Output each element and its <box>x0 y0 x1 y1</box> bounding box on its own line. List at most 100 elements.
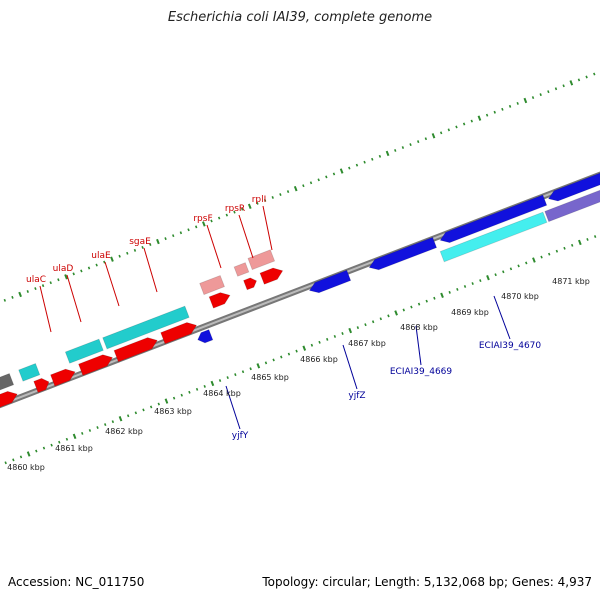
inner-tick <box>433 296 436 300</box>
inner-tick <box>440 292 444 298</box>
outer-tick <box>355 163 359 167</box>
outer-tick <box>508 104 512 108</box>
backbone-line <box>0 171 600 409</box>
gene-label-rplI: rplI <box>252 195 267 205</box>
inner-tick <box>50 443 53 447</box>
outer-tick-row <box>3 72 596 302</box>
outer-tick <box>417 140 420 144</box>
outer-tick <box>263 198 267 202</box>
gene-blue-yjfY <box>197 329 214 344</box>
scale-labels: 4860 kbp 4861 kbp 4862 kbp 4863 kbp 4864 kbp… <box>7 277 590 472</box>
outer-tick <box>41 284 45 288</box>
outer-tick <box>325 175 328 179</box>
outer-tick <box>577 78 581 82</box>
outer-tick <box>317 178 320 182</box>
gene-purple-1 <box>544 189 600 223</box>
outer-tick <box>34 287 37 291</box>
gene-pink-rpsR <box>233 262 250 277</box>
inner-tick <box>210 380 215 387</box>
inner-tick <box>26 451 31 457</box>
inner-tick <box>218 379 222 382</box>
outer-tick <box>126 251 129 255</box>
gene-red-rpsR <box>243 277 258 291</box>
outer-tick <box>156 238 160 245</box>
inner-tick <box>126 414 130 418</box>
outer-tick <box>409 143 412 147</box>
outer-tick <box>233 210 236 214</box>
inner-tick <box>532 257 536 263</box>
outer-tick <box>339 168 344 174</box>
leader-ulaD <box>66 274 82 323</box>
outer-tick <box>470 119 473 123</box>
inner-tick <box>172 396 176 400</box>
inner-tick <box>287 352 291 356</box>
outer-tick <box>3 298 7 302</box>
outer-tick <box>202 221 206 227</box>
outer-tick <box>424 137 428 141</box>
gene-gray-1 <box>0 373 15 391</box>
gene-label-yjfZ: yjfZ <box>348 391 365 401</box>
outer-tick <box>439 131 443 135</box>
outer-tick <box>279 193 282 196</box>
gene-red-5 <box>113 337 158 363</box>
inner-tick <box>494 273 497 277</box>
inner-tick <box>241 370 245 374</box>
gene-label-ulaD: ulaD <box>53 264 74 274</box>
leader-rpsR <box>238 214 254 259</box>
inner-tick <box>142 408 145 412</box>
inner-tick <box>333 334 337 338</box>
outer-tick <box>523 97 528 104</box>
gene-blue-4669 <box>368 236 438 271</box>
outer-tick <box>477 115 482 121</box>
gene-label-rpsR: rpsR <box>225 204 245 214</box>
gene-cyan-sga <box>102 305 190 350</box>
scale-label: 4870 kbp <box>501 292 539 301</box>
outer-tick <box>371 157 374 161</box>
gene-label-ulaE: ulaE <box>91 251 111 261</box>
inner-tick <box>570 243 574 247</box>
scale-label: 4861 kbp <box>55 444 93 453</box>
outer-tick <box>210 219 213 223</box>
scale-label: 4864 kbp <box>203 389 241 398</box>
outer-tick <box>217 216 221 220</box>
outer-tick <box>110 256 114 262</box>
inner-tick <box>88 429 92 432</box>
gene-labels: ulaC ulaD ulaE sgaE rpsF rpsR rplI yjfY yjfZ ECIA… <box>26 195 541 441</box>
scale-label: 4869 kbp <box>451 308 489 317</box>
outer-tick <box>447 128 451 132</box>
gene-cyan-2 <box>64 338 104 364</box>
gene-label-ECIAI39_4669: ECIAI39_4669 <box>390 367 453 377</box>
gene-red-rpsF <box>208 292 231 309</box>
scale-label: 4865 kbp <box>251 373 289 382</box>
inner-tick <box>195 387 199 391</box>
leader-rpsF <box>206 224 222 269</box>
inner-tick <box>417 302 421 306</box>
outer-tick <box>593 72 596 76</box>
gene-red-2 <box>33 377 50 394</box>
gene-red-rplI <box>259 267 284 285</box>
inner-tick <box>58 440 61 444</box>
inner-tick <box>65 437 69 441</box>
inner-tick <box>118 416 123 422</box>
gene-red-6 <box>160 322 198 345</box>
inner-tick <box>81 431 84 435</box>
gene-cyan-4670 <box>439 211 548 263</box>
outer-tick <box>493 110 496 114</box>
inner-tick <box>280 355 283 359</box>
scale-label: 4863 kbp <box>154 407 192 416</box>
topology-summary: Topology: circular; Length: 5,132,068 bp… <box>262 575 592 589</box>
outer-tick <box>225 213 229 217</box>
inner-tick <box>149 405 153 409</box>
inner-tick <box>35 449 38 453</box>
inner-tick <box>96 426 99 429</box>
gene-label-sgaE: sgaE <box>129 237 151 247</box>
outer-tick <box>547 90 550 94</box>
inner-tick <box>517 264 520 268</box>
inner-tick <box>234 373 237 377</box>
outer-tick <box>149 243 152 246</box>
inner-tick <box>104 423 107 427</box>
gene-pink-rpsF <box>199 274 226 296</box>
outer-tick <box>64 274 68 280</box>
inner-tick <box>509 267 513 271</box>
outer-tick <box>332 172 336 176</box>
